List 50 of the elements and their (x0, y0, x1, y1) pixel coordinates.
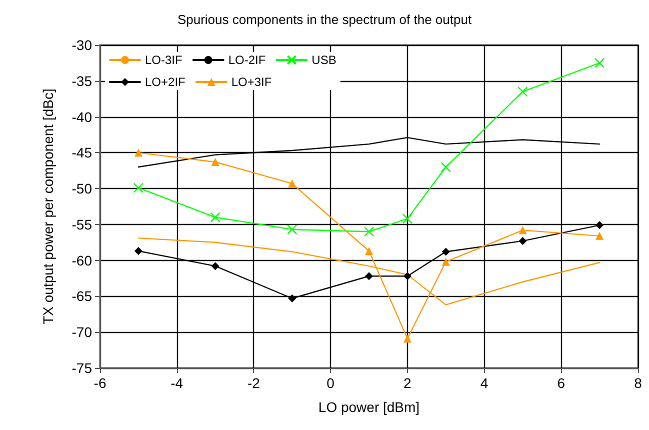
chart-title: Spurious components in the spectrum of the output (177, 12, 472, 27)
point (442, 258, 450, 266)
y-tick-label: -75 (72, 360, 92, 376)
point (403, 334, 412, 343)
point (288, 180, 296, 188)
point (211, 262, 220, 270)
y-axis-title: TX output power per component [dBc] (40, 88, 56, 324)
legend-label: USB (312, 53, 336, 67)
point (210, 212, 220, 222)
point (211, 158, 220, 166)
y-tick-label: -55 (72, 216, 92, 232)
x-tick-label: -2 (247, 375, 260, 391)
point (594, 58, 605, 68)
point (288, 294, 296, 302)
point (596, 232, 604, 240)
y-tick-label: -40 (72, 108, 92, 125)
point (518, 236, 527, 245)
x-tick-label: 2 (404, 375, 412, 391)
legend-label: LO+2IF (145, 75, 186, 89)
x-axis-title: LO power [dBm] (318, 399, 420, 415)
point (133, 182, 144, 193)
point (403, 272, 412, 280)
x-tick-label: 6 (557, 375, 566, 391)
y-tick-label: -30 (72, 37, 92, 53)
y-tick-label: -50 (72, 180, 92, 197)
point (440, 162, 451, 172)
point (442, 248, 450, 256)
y-tick-label: -70 (72, 324, 92, 340)
y-tick-label: -45 (72, 144, 92, 161)
x-tick-label: -4 (170, 375, 184, 391)
point (365, 247, 373, 255)
point (365, 272, 373, 280)
point (596, 221, 604, 230)
y-tick-label: -65 (72, 288, 92, 304)
point (364, 226, 374, 237)
y-tick-label: -35 (72, 72, 92, 89)
point (518, 86, 528, 97)
legend-label: LO+3IF (231, 75, 272, 89)
point (287, 224, 298, 235)
x-tick-label: -6 (94, 375, 106, 391)
x-tick-label: 4 (480, 375, 488, 391)
x-tick-label: 8 (634, 375, 642, 391)
point (402, 214, 413, 224)
point (134, 247, 142, 255)
point (134, 148, 142, 157)
y-tick-label: -60 (72, 252, 92, 268)
x-tick-label: 0 (326, 375, 335, 391)
point (518, 226, 527, 234)
legend-label: LO-3IF (145, 53, 182, 67)
legend-label: LO-2IF (228, 53, 266, 67)
